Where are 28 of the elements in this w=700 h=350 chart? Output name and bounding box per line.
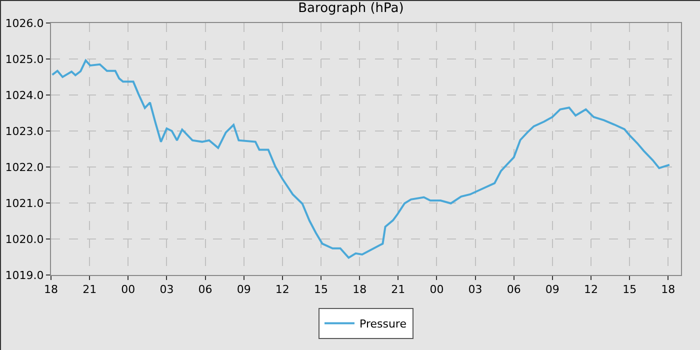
x-tick-label: 09 (236, 283, 251, 296)
x-tick-label: 06 (506, 283, 521, 296)
x-tick-label: 18 (352, 283, 367, 296)
y-tick-label: 1022.0 (5, 160, 44, 174)
x-tick-label: 21 (391, 283, 406, 296)
y-tick-label: 1025.0 (5, 52, 44, 66)
x-tick-label: 03 (160, 283, 174, 296)
chart-title: Barograph (hPa) (298, 0, 404, 16)
x-tick-label: 18 (661, 283, 676, 296)
y-tick-label: 1020.0 (5, 232, 44, 246)
x-tick-label: 18 (44, 283, 58, 296)
y-tick-label: 1019.0 (5, 268, 44, 282)
x-tick-label: 15 (314, 283, 328, 296)
y-tick-label: 1023.0 (5, 124, 44, 138)
y-tick-label: 1024.0 (5, 88, 44, 102)
x-tick-label: 00 (430, 283, 444, 296)
legend-label: Pressure (360, 318, 407, 331)
x-tick-label: 00 (121, 283, 136, 296)
x-tick-label: 09 (545, 283, 560, 296)
x-tick-label: 12 (275, 283, 290, 296)
x-tick-label: 03 (468, 283, 482, 296)
x-tick-label: 21 (82, 283, 97, 296)
y-tick-label: 1026.0 (5, 16, 44, 30)
x-tick-label: 12 (584, 283, 598, 296)
x-tick-label: 15 (622, 283, 637, 296)
line-series (51, 59, 670, 259)
y-tick-label: 1021.0 (5, 196, 44, 210)
x-tick-label: 06 (198, 283, 212, 296)
